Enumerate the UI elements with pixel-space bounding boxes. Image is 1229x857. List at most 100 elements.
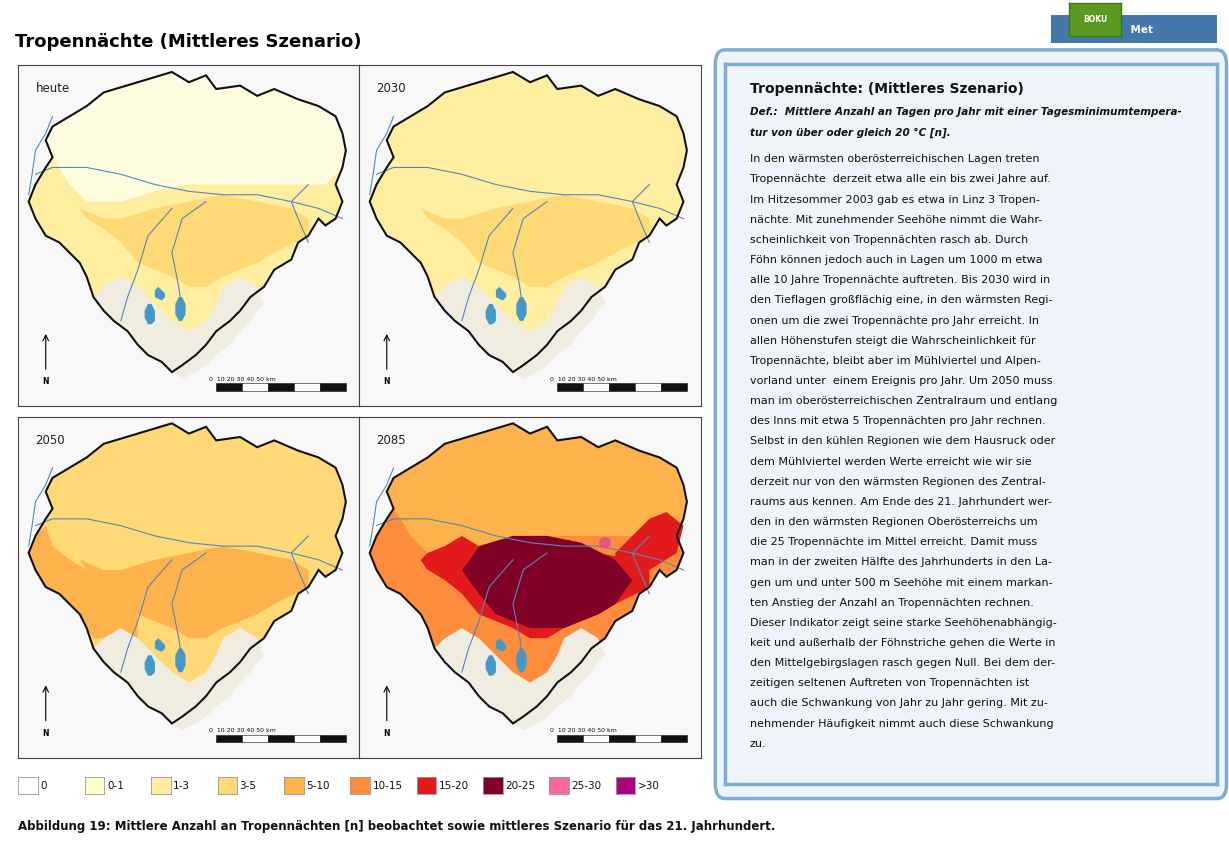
Polygon shape bbox=[370, 72, 687, 372]
Text: Tropennächte, bleibt aber im Mühlviertel und Alpen-: Tropennächte, bleibt aber im Mühlviertel… bbox=[750, 356, 1041, 366]
Text: zu.: zu. bbox=[750, 739, 767, 749]
Text: N: N bbox=[43, 377, 49, 387]
Polygon shape bbox=[616, 512, 683, 570]
Text: N: N bbox=[43, 728, 49, 738]
Polygon shape bbox=[155, 638, 165, 652]
Polygon shape bbox=[516, 649, 526, 672]
Polygon shape bbox=[435, 628, 605, 730]
Bar bbox=[610, 383, 635, 391]
Polygon shape bbox=[495, 638, 506, 652]
Text: Tropennächte (Mittleres Szenario): Tropennächte (Mittleres Szenario) bbox=[15, 33, 361, 51]
Text: Föhn können jedoch auch in Lagen um 1000 m etwa: Föhn können jedoch auch in Lagen um 1000… bbox=[750, 255, 1042, 265]
Polygon shape bbox=[176, 649, 186, 672]
Circle shape bbox=[600, 537, 610, 548]
Text: alle 10 Jahre Tropennächte auftreten. Bis 2030 wird in: alle 10 Jahre Tropennächte auftreten. Bi… bbox=[750, 275, 1050, 285]
Text: nächte. Mit zunehmender Seehöhe nimmt die Wahr-: nächte. Mit zunehmender Seehöhe nimmt di… bbox=[750, 215, 1042, 225]
Bar bbox=[268, 734, 294, 742]
Text: dem Mühlviertel werden Werte erreicht wie wir sie: dem Mühlviertel werden Werte erreicht wi… bbox=[750, 457, 1031, 466]
Polygon shape bbox=[45, 72, 345, 201]
Polygon shape bbox=[420, 536, 479, 570]
Text: heute: heute bbox=[36, 82, 70, 95]
Bar bbox=[635, 734, 661, 742]
Polygon shape bbox=[485, 656, 495, 675]
Text: Tropennächte: (Mittleres Szenario): Tropennächte: (Mittleres Szenario) bbox=[750, 82, 1024, 96]
Polygon shape bbox=[145, 304, 155, 324]
Polygon shape bbox=[420, 195, 649, 287]
Bar bbox=[320, 383, 345, 391]
Polygon shape bbox=[93, 628, 264, 730]
Polygon shape bbox=[18, 65, 359, 406]
Text: N: N bbox=[383, 377, 390, 387]
Text: N: N bbox=[383, 728, 390, 738]
Text: scheinlichkeit von Tropennächten rasch ab. Durch: scheinlichkeit von Tropennächten rasch a… bbox=[750, 235, 1027, 245]
Text: 0  10 20 30 40 50 km: 0 10 20 30 40 50 km bbox=[551, 728, 617, 733]
Text: 1-3: 1-3 bbox=[173, 781, 190, 791]
Polygon shape bbox=[485, 304, 495, 324]
Bar bbox=[294, 383, 320, 391]
Polygon shape bbox=[370, 525, 479, 638]
Text: 0-1: 0-1 bbox=[107, 781, 124, 791]
Text: 15-20: 15-20 bbox=[439, 781, 469, 791]
Polygon shape bbox=[80, 195, 308, 287]
Bar bbox=[242, 734, 268, 742]
Polygon shape bbox=[435, 277, 605, 379]
Bar bbox=[661, 383, 687, 391]
Text: Abbildung 19: Mittlere Anzahl an Tropennächten [n] beobachtet sowie mittleres Sz: Abbildung 19: Mittlere Anzahl an Tropenn… bbox=[18, 820, 775, 833]
Text: 5-10: 5-10 bbox=[306, 781, 329, 791]
Text: 0  10 20 30 40 50 km: 0 10 20 30 40 50 km bbox=[209, 728, 277, 733]
Text: den Tieflagen großflächig eine, in den wärmsten Regi-: den Tieflagen großflächig eine, in den w… bbox=[750, 296, 1052, 305]
Bar bbox=[557, 383, 584, 391]
Text: onen um die zwei Tropennächte pro Jahr erreicht. In: onen um die zwei Tropennächte pro Jahr e… bbox=[750, 315, 1039, 326]
Polygon shape bbox=[28, 525, 138, 638]
Text: 0: 0 bbox=[41, 781, 47, 791]
Polygon shape bbox=[359, 65, 701, 406]
Text: 3-5: 3-5 bbox=[240, 781, 257, 791]
Text: Selbst in den kühlen Regionen wie dem Hausruck oder: Selbst in den kühlen Regionen wie dem Ha… bbox=[750, 436, 1054, 446]
Bar bbox=[584, 383, 610, 391]
Bar bbox=[242, 383, 268, 391]
Polygon shape bbox=[387, 72, 687, 201]
Text: auch die Schwankung von Jahr zu Jahr gering. Mit zu-: auch die Schwankung von Jahr zu Jahr ger… bbox=[750, 698, 1047, 709]
Bar bbox=[268, 383, 294, 391]
Text: Im Hitzesommer 2003 gab es etwa in Linz 3 Tropen-: Im Hitzesommer 2003 gab es etwa in Linz … bbox=[750, 195, 1040, 205]
Bar bbox=[635, 383, 661, 391]
Polygon shape bbox=[359, 417, 701, 758]
Text: gen um und unter 500 m Seehöhe mit einem markan-: gen um und unter 500 m Seehöhe mit einem… bbox=[750, 578, 1052, 588]
Text: 0  10 20 30 40 50 km: 0 10 20 30 40 50 km bbox=[551, 376, 617, 381]
Text: allen Höhenstufen steigt die Wahrscheinlichkeit für: allen Höhenstufen steigt die Wahrscheinl… bbox=[750, 336, 1035, 345]
Polygon shape bbox=[28, 423, 345, 723]
Polygon shape bbox=[93, 277, 264, 379]
Text: nehmender Häufigkeit nimmt auch diese Schwankung: nehmender Häufigkeit nimmt auch diese Sc… bbox=[750, 719, 1053, 728]
Polygon shape bbox=[176, 297, 186, 321]
Polygon shape bbox=[462, 536, 633, 628]
Text: Dieser Indikator zeigt seine starke Seehöhenabhängig-: Dieser Indikator zeigt seine starke Seeh… bbox=[750, 618, 1057, 628]
Text: 25-30: 25-30 bbox=[571, 781, 602, 791]
Polygon shape bbox=[28, 174, 138, 287]
Polygon shape bbox=[495, 287, 506, 301]
Bar bbox=[584, 734, 610, 742]
Polygon shape bbox=[420, 546, 649, 638]
Text: den in den wärmsten Regionen Oberösterreichs um: den in den wärmsten Regionen Oberösterre… bbox=[750, 517, 1037, 527]
Polygon shape bbox=[45, 423, 345, 553]
Text: die 25 Tropennächte im Mittel erreicht. Damit muss: die 25 Tropennächte im Mittel erreicht. … bbox=[750, 537, 1037, 548]
Polygon shape bbox=[18, 417, 359, 758]
Bar bbox=[557, 734, 584, 742]
Bar bbox=[661, 734, 687, 742]
Text: derzeit nur von den wärmsten Regionen des Zentral-: derzeit nur von den wärmsten Regionen de… bbox=[750, 476, 1046, 487]
Text: keit und außerhalb der Föhnstriche gehen die Werte in: keit und außerhalb der Föhnstriche gehen… bbox=[750, 638, 1056, 648]
Polygon shape bbox=[387, 423, 687, 553]
Text: 2030: 2030 bbox=[376, 82, 406, 95]
Bar bbox=[216, 734, 242, 742]
Polygon shape bbox=[80, 546, 308, 638]
Text: >30: >30 bbox=[638, 781, 660, 791]
FancyBboxPatch shape bbox=[715, 50, 1227, 799]
Text: Tropennächte  derzeit etwa alle ein bis zwei Jahre auf.: Tropennächte derzeit etwa alle ein bis z… bbox=[750, 175, 1051, 184]
Text: Def.:  Mittlere Anzahl an Tagen pro Jahr mit einer Tagesminimumtempera-: Def.: Mittlere Anzahl an Tagen pro Jahr … bbox=[750, 107, 1181, 117]
Text: ten Anstieg der Anzahl an Tropennächten rechnen.: ten Anstieg der Anzahl an Tropennächten … bbox=[750, 597, 1034, 608]
Text: man in der zweiten Hälfte des Jahrhunderts in den La-: man in der zweiten Hälfte des Jahrhunder… bbox=[750, 557, 1052, 567]
Text: 0  10 20 30 40 50 km: 0 10 20 30 40 50 km bbox=[209, 376, 277, 381]
Text: 20-25: 20-25 bbox=[505, 781, 536, 791]
Text: 2085: 2085 bbox=[376, 434, 406, 446]
Polygon shape bbox=[516, 297, 526, 321]
Bar bbox=[216, 383, 242, 391]
